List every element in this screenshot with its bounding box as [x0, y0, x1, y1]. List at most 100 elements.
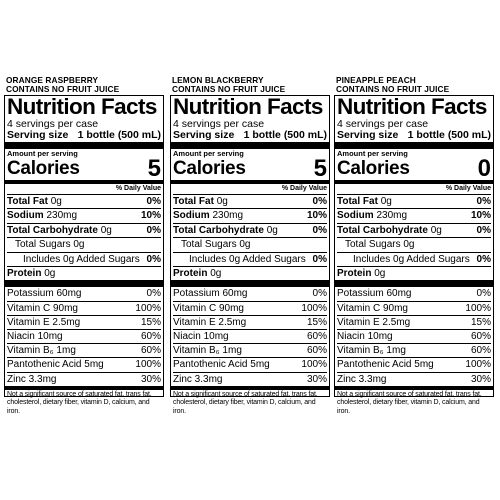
nutrient-label: Protein	[173, 268, 208, 280]
footnote: Not a significant source of saturated fa…	[5, 385, 163, 416]
nutrient-label: Total Carbohydrate	[7, 224, 98, 236]
nutrient-dv: 10%	[140, 210, 161, 222]
flavor-name: LEMON BLACKBERRY	[172, 75, 264, 85]
nutrient-amount: 230mg	[46, 210, 78, 222]
calories-row: Calories 5	[7, 155, 161, 182]
nutrient-label: Sodium	[173, 210, 210, 222]
serving-size-value: 1 bottle (500 mL)	[77, 129, 161, 141]
calories-label: Calories	[337, 158, 410, 179]
nutrient-dv: 0%	[476, 253, 491, 265]
flavor-name: PINEAPPLE PEACH	[336, 75, 416, 85]
sodium-row: Sodium 230mg 10%	[7, 208, 161, 222]
calories-label: Calories	[7, 158, 80, 179]
label-column-orange-raspberry: ORANGE RASPBERRY CONTAINS NO FRUIT JUICE…	[4, 76, 166, 416]
footnote: Not a significant source of saturated fa…	[171, 385, 329, 416]
nutrient-label: Total Fat	[173, 196, 214, 207]
nutrient-label: Total Fat	[7, 196, 48, 207]
calories-label: Calories	[173, 158, 246, 179]
vitamin-row: Vitamin B₆ 1mg 60%	[7, 343, 161, 357]
total-sugars-row: Total Sugars 0g	[337, 237, 491, 251]
nutrient-dv: 10%	[470, 210, 491, 222]
nutrient-label: Sodium	[7, 210, 44, 222]
total-sugars-row: Total Sugars 0g	[173, 237, 327, 251]
added-sugars-row: Includes 0g Added Sugars 0%	[7, 251, 161, 266]
nutrient-dv: 0%	[312, 253, 327, 265]
nutrition-facts-label: Nutrition Facts 4 servings per case Serv…	[170, 95, 330, 415]
nutrient-label: Protein	[7, 268, 42, 280]
nutrition-facts-label: Nutrition Facts 4 servings per case Serv…	[4, 94, 164, 415]
total-carbohydrate-row: Total Carbohydrate 0g 0%	[173, 222, 327, 237]
vitamin-row: Vitamin C 90mg 100%	[173, 300, 327, 314]
juice-disclaimer: CONTAINS NO FRUIT JUICE	[6, 84, 120, 94]
protein-row: Protein 0g	[7, 266, 161, 280]
total-carbohydrate-row: Total Carbohydrate 0g 0%	[337, 222, 491, 237]
vitamins-minerals-list: Potassium 60mg 0% Vitamin C 90mg 100% Vita…	[5, 280, 163, 385]
vitamins-minerals-list: Potassium 60mg 0% Vitamin C 90mg 100% Vita…	[335, 280, 493, 385]
serving-size-label: Serving size	[337, 129, 399, 141]
total-fat-row: Total Fat 0g 0%	[173, 194, 327, 208]
sodium-row: Sodium 230mg 10%	[337, 208, 491, 222]
serving-size-value: 1 bottle (500 mL)	[243, 129, 327, 141]
thick-rule	[5, 142, 163, 149]
nutrient-label: Includes 0g Added Sugars	[23, 253, 140, 265]
juice-disclaimer: CONTAINS NO FRUIT JUICE	[172, 84, 286, 94]
nutrient-label: Total Sugars 0g	[15, 239, 85, 251]
nutrient-amount: 0g	[50, 196, 62, 207]
total-sugars-row: Total Sugars 0g	[7, 237, 161, 251]
vitamin-row: Zinc 3.3mg 30%	[7, 371, 161, 385]
vitamin-row: Zinc 3.3mg 30%	[173, 371, 327, 385]
nutrient-label: Total Carbohydrate	[337, 224, 428, 236]
nutrition-facts-title: Nutrition Facts	[7, 94, 157, 119]
serving-size: Serving size 1 bottle (500 mL)	[173, 130, 327, 141]
nutrient-amount: 0g	[216, 196, 228, 207]
calories-value: 5	[147, 155, 161, 182]
serving-size-value: 1 bottle (500 mL)	[407, 129, 491, 141]
protein-row: Protein 0g	[337, 266, 491, 280]
nutrient-label: Total Carbohydrate	[173, 224, 264, 236]
nutrition-facts-label: Nutrition Facts 4 servings per case Serv…	[334, 94, 494, 415]
vitamin-row: Vitamin C 90mg 100%	[337, 300, 491, 314]
label-column-lemon-blackberry: LEMON BLACKBERRY CONTAINS NO FRUIT JUICE…	[170, 76, 332, 416]
nutrient-dv: 0%	[146, 253, 161, 265]
nutrient-amount: 0g	[430, 224, 442, 236]
added-sugars-row: Includes 0g Added Sugars 0%	[173, 251, 327, 266]
nutrient-amount: 0g	[210, 268, 222, 280]
nutrient-dv: 10%	[306, 210, 327, 222]
calories-value: 0	[477, 155, 491, 182]
nutrient-amount: 230mg	[376, 210, 408, 222]
nutrient-label: Sodium	[337, 210, 374, 222]
protein-row: Protein 0g	[173, 266, 327, 280]
serving-size: Serving size 1 bottle (500 mL)	[7, 130, 161, 141]
vitamin-row: Pantothenic Acid 5mg 100%	[7, 357, 161, 371]
nutrient-label: Includes 0g Added Sugars	[353, 253, 470, 265]
servings-per-container: 4 servings per case	[7, 118, 99, 130]
serving-size-label: Serving size	[173, 129, 235, 141]
nutrient-label: Total Fat	[337, 196, 378, 207]
calories-row: Calories 5	[173, 155, 327, 182]
footnote: Not a significant source of saturated fa…	[335, 385, 493, 416]
vitamin-row: Niacin 10mg 60%	[7, 329, 161, 343]
daily-value-header: % Daily Value	[171, 180, 329, 194]
nutrient-label: Includes 0g Added Sugars	[189, 253, 306, 265]
nutrient-amount: 230mg	[212, 210, 244, 222]
vitamin-row: Potassium 60mg 0%	[7, 288, 161, 300]
amount-per-serving: Amount per serving	[337, 149, 408, 158]
nutrient-dv: 0%	[146, 224, 161, 236]
flavor-name: ORANGE RASPBERRY	[6, 75, 99, 85]
nutrition-facts-title: Nutrition Facts	[337, 94, 487, 119]
vitamin-row: Niacin 10mg 60%	[337, 329, 491, 343]
vitamin-row: Vitamin C 90mg 100%	[7, 300, 161, 314]
vitamin-row: Vitamin E 2.5mg 15%	[173, 314, 327, 328]
sodium-row: Sodium 230mg 10%	[173, 208, 327, 222]
added-sugars-row: Includes 0g Added Sugars 0%	[337, 251, 491, 266]
daily-value-header: % Daily Value	[335, 180, 493, 194]
nutrient-amount: 0g	[100, 224, 112, 236]
vitamin-row: Potassium 60mg 0%	[173, 288, 327, 300]
calories-value: 5	[313, 155, 327, 182]
nutrient-dv: 0%	[476, 224, 491, 236]
vitamin-row: Vitamin B₆ 1mg 60%	[173, 343, 327, 357]
calories-row: Calories 0	[337, 155, 491, 182]
flavor-heading: ORANGE RASPBERRY CONTAINS NO FRUIT JUICE	[6, 76, 166, 94]
nutrient-amount: 0g	[374, 268, 386, 280]
total-fat-row: Total Fat 0g 0%	[7, 194, 161, 208]
